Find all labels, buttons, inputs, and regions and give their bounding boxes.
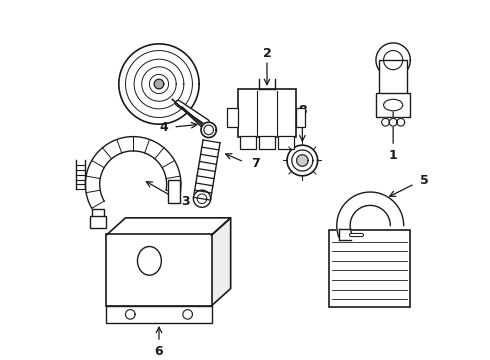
Bar bbox=[240, 136, 255, 149]
Text: 6: 6 bbox=[155, 345, 163, 358]
Polygon shape bbox=[154, 79, 164, 89]
Text: 4: 4 bbox=[159, 121, 168, 135]
Bar bbox=[329, 230, 410, 307]
Polygon shape bbox=[382, 118, 390, 126]
Bar bbox=[259, 136, 274, 149]
Polygon shape bbox=[376, 43, 410, 77]
Polygon shape bbox=[119, 44, 199, 124]
Bar bbox=[379, 60, 408, 94]
Polygon shape bbox=[194, 190, 211, 207]
Bar bbox=[106, 234, 212, 306]
Polygon shape bbox=[183, 310, 193, 319]
Text: 7: 7 bbox=[251, 157, 260, 170]
Bar bbox=[90, 216, 106, 228]
Bar bbox=[238, 89, 295, 136]
Polygon shape bbox=[296, 155, 308, 166]
Bar bbox=[106, 306, 212, 323]
Polygon shape bbox=[212, 218, 231, 306]
Text: 5: 5 bbox=[420, 175, 429, 188]
Text: 8: 8 bbox=[298, 104, 307, 117]
Bar bbox=[92, 208, 104, 218]
Polygon shape bbox=[106, 218, 231, 235]
Bar bbox=[169, 180, 180, 203]
Polygon shape bbox=[390, 118, 397, 126]
Bar bbox=[227, 108, 238, 127]
Polygon shape bbox=[201, 122, 216, 138]
Polygon shape bbox=[287, 145, 318, 176]
Polygon shape bbox=[125, 310, 135, 319]
Polygon shape bbox=[397, 118, 405, 126]
Polygon shape bbox=[337, 192, 404, 237]
Text: 2: 2 bbox=[263, 47, 271, 60]
Text: 1: 1 bbox=[389, 149, 397, 162]
Bar bbox=[278, 136, 294, 149]
Ellipse shape bbox=[138, 247, 161, 275]
Ellipse shape bbox=[384, 99, 403, 111]
Bar bbox=[376, 93, 410, 117]
Text: 3: 3 bbox=[181, 195, 190, 208]
Bar bbox=[295, 108, 305, 127]
